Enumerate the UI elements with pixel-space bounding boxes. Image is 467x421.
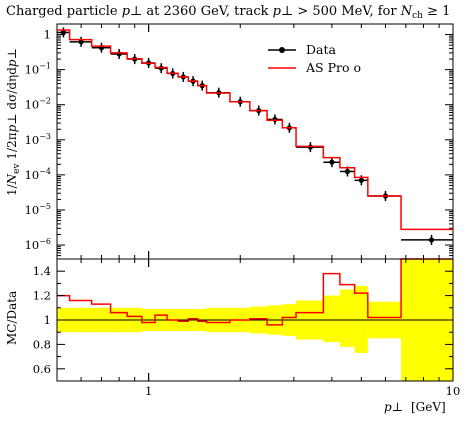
y-tick-label: 1 (44, 28, 51, 42)
main-panel: 110−110−210−310−410−510−6 Data AS Pro o … (5, 23, 454, 260)
main-mc-series (57, 29, 453, 231)
data-point-marker (344, 168, 351, 175)
data-point (57, 27, 70, 38)
ratio-y-tick-label: 0.6 (33, 362, 51, 376)
uncertainty-band-bin (323, 295, 340, 342)
legend: Data AS Pro o (268, 42, 361, 75)
ratio-axis-ticks: 1 10 0.6 0.8 1 1.2 1.4 (33, 258, 461, 398)
ratio-y-tick-label: 1 (44, 313, 51, 327)
legend-data-label: Data (306, 42, 336, 57)
main-axis-ticks: 1 10−1 10−2 10−3 10−4 10−5 10−6 (25, 23, 454, 260)
data-point-marker (78, 39, 84, 45)
x-tick-label: 1 (145, 384, 152, 398)
y-tick-label: 10−5 (25, 202, 51, 217)
legend-mc-label: AS Pro o (305, 60, 361, 75)
data-point-marker (116, 51, 122, 57)
mc-histogram (57, 29, 453, 231)
ratio-mc-series (57, 258, 453, 326)
main-frame (56, 23, 454, 260)
ratio-mc-histogram (57, 258, 453, 326)
data-point-marker (60, 29, 67, 36)
chart-title: Charged particle p⊥ at 2360 GeV, track p… (6, 4, 450, 21)
ratio-panel: 1 10 0.6 0.8 1 1.2 1.4 MC/Data p⊥ [GeV] (5, 258, 461, 414)
y-tick-label: 10−6 (25, 237, 51, 252)
data-point (323, 157, 340, 168)
data-point (69, 36, 92, 47)
data-point (267, 114, 283, 125)
data-point (91, 42, 111, 53)
main-y-axis-label: 1/Nev 1/2πp⊥ dσ/dηdp⊥ (5, 48, 22, 196)
legend-data-marker (279, 47, 285, 53)
y-tick-label: 10−1 (25, 62, 51, 77)
y-tick-label: 10−2 (25, 97, 51, 112)
data-point (110, 48, 128, 59)
main-data-series (57, 27, 453, 245)
data-point-marker (272, 116, 278, 123)
data-point (401, 234, 453, 245)
ratio-y-axis-label: MC/Data (5, 291, 19, 345)
data-point-marker (329, 159, 335, 165)
y-tick-label: 10−4 (25, 167, 51, 182)
uncertainty-band-bin (339, 289, 355, 347)
data-point-marker (358, 177, 364, 183)
y-tick-label: 10−3 (25, 132, 51, 147)
ratio-y-tick-label: 0.8 (33, 337, 51, 351)
ratio-y-tick-label: 1.4 (33, 264, 51, 278)
ratio-y-tick-label: 1.2 (33, 289, 51, 303)
uncertainty-band-bin (354, 285, 368, 353)
data-point-marker (428, 237, 435, 243)
x-tick-label: 10 (446, 384, 461, 398)
x-axis-label: p⊥ [GeV] (384, 400, 446, 414)
